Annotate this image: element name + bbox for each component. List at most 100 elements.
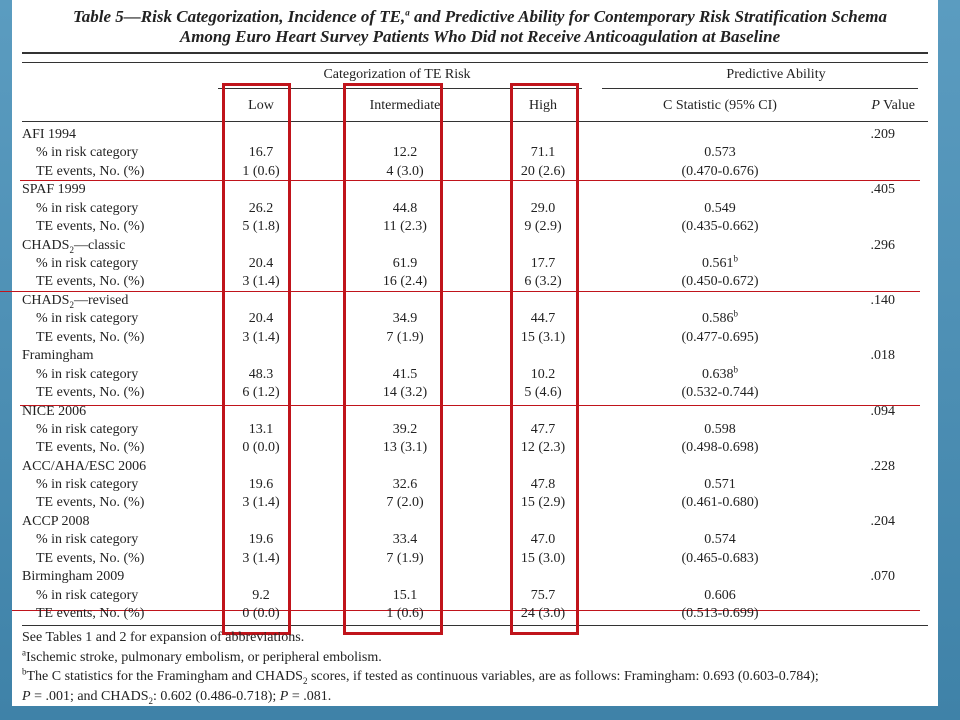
c-statistic: 0.571 [704,477,736,493]
c-statistic: 0.561b [702,254,738,272]
rule [22,121,928,122]
cell: 16 (2.4) [382,274,428,290]
cell: 20.4 [248,311,274,327]
confidence-interval: (0.532-0.744) [681,384,759,400]
c-statistic: 0.549 [704,201,736,217]
c-statistic: 0.573 [704,145,736,161]
rule [602,88,918,89]
cell: 6 (3.2) [524,274,562,290]
cell: 61.9 [392,255,418,271]
text-segment: = .081. [288,688,332,704]
text-segment: 2 [148,695,154,706]
text-segment: ACC/AHA/ESC 2006 [22,458,147,474]
cell: 32.6 [392,477,418,493]
row-label: % in risk category [36,366,139,382]
text-segment: 0.606 [704,587,736,603]
column-header: High [529,98,557,114]
confidence-interval: (0.498-0.698) [681,440,759,456]
text-segment: and Predictive Ability for Contemporary … [409,7,888,26]
confidence-interval: (0.435-0.662) [681,218,759,234]
cell: 41.5 [392,366,418,382]
cell: 14 (3.2) [382,384,428,400]
text-segment: a [405,7,410,18]
text-segment: b [733,308,739,319]
text-segment: The C statistics for the Framingham and … [26,669,303,684]
row-label: TE events, No. (%) [36,163,145,179]
text-segment: Table 5—Risk Categorization, Incidence o… [72,7,406,26]
footnote: aIschemic stroke, pulmonary embolism, or… [22,646,382,666]
text-segment: : 0.602 (0.486-0.718); [153,688,280,704]
cell: 0 (0.0) [242,606,280,621]
highlight-box [222,83,291,635]
cell: 9 (2.9) [524,218,562,234]
row-name: ACC/AHA/ESC 2006 [22,459,146,475]
text-segment: SPAF 1999 [22,182,86,198]
group-header: Predictive Ability [726,67,826,82]
text-segment: 0.561 [702,255,734,271]
cell: 26.2 [248,200,274,216]
annotation-line [20,180,920,181]
p-value: .094 [870,403,896,419]
cell: 16.7 [248,145,274,161]
annotation-line [12,610,920,611]
cell: 71.1 [530,145,556,161]
text-segment: Framingham [22,348,94,364]
text-segment: 0.574 [704,532,736,548]
cell: 29.0 [530,200,556,216]
cell: 12 (2.3) [520,440,566,456]
row-name: SPAF 1999 [22,182,86,198]
cell: 1 (0.6) [386,606,424,621]
cell: 44.8 [392,200,418,216]
column-header: Low [248,98,274,114]
row-label: TE events, No. (%) [36,495,145,511]
cell: 5 (4.6) [524,384,562,400]
cell: 11 (2.3) [383,218,427,234]
c-statistic: 0.598 [704,422,736,438]
cell: 47.0 [530,532,556,548]
row-name: CHADS2—classic [22,238,125,254]
text-segment: 0.598 [704,421,736,437]
annotation-line [20,405,920,406]
text-segment: a [22,646,26,657]
highlight-box [510,83,579,635]
text-segment: P [871,98,880,113]
confidence-interval: (0.461-0.680) [681,495,759,511]
text-segment: 0.571 [704,477,736,493]
cell: 17.7 [530,255,556,271]
row-label: TE events, No. (%) [36,329,145,345]
p-value: .204 [870,514,896,530]
cell: 24 (3.0) [520,606,566,621]
text-segment: AFI 1994 [22,127,77,142]
cell: 13.1 [248,421,274,437]
cell: 3 (1.4) [242,495,280,511]
row-label: TE events, No. (%) [36,606,145,621]
cell: 1 (0.6) [242,163,280,179]
text-segment: NICE 2006 [22,403,87,419]
row-label: TE events, No. (%) [36,218,145,234]
text-segment: See Tables 1 and 2 for expansion of abbr… [22,630,305,645]
cell: 20 (2.6) [520,163,566,179]
footnote: bThe C statistics for the Framingham and… [22,667,819,686]
row-name: CHADS2—revised [22,293,128,309]
cell: 12.2 [392,145,418,161]
cell: 13 (3.1) [382,440,428,456]
cell: 15 (3.1) [520,329,566,345]
rule [22,52,928,54]
text-segment: 0.573 [704,145,736,161]
cell: 0 (0.0) [242,440,280,456]
text-segment: 2 [69,244,74,255]
confidence-interval: (0.470-0.676) [681,163,759,179]
cell: 39.2 [392,421,418,437]
column-header: C Statistic (95% CI) [663,98,777,114]
c-statistic: 0.586b [702,308,739,327]
confidence-interval: (0.477-0.695) [681,329,759,345]
text-segment: 2 [302,675,308,686]
text-segment: Among Euro Heart Survey Patients Who Did… [179,27,781,46]
column-header: P Value [871,98,915,114]
c-statistic: 0.574 [704,532,736,548]
row-name: AFI 1994 [22,127,76,143]
text-segment: Birmingham 2009 [22,569,125,585]
row-name: ACCP 2008 [22,514,90,530]
row-name: Birmingham 2009 [22,569,124,585]
cell: 4 (3.0) [386,163,424,179]
